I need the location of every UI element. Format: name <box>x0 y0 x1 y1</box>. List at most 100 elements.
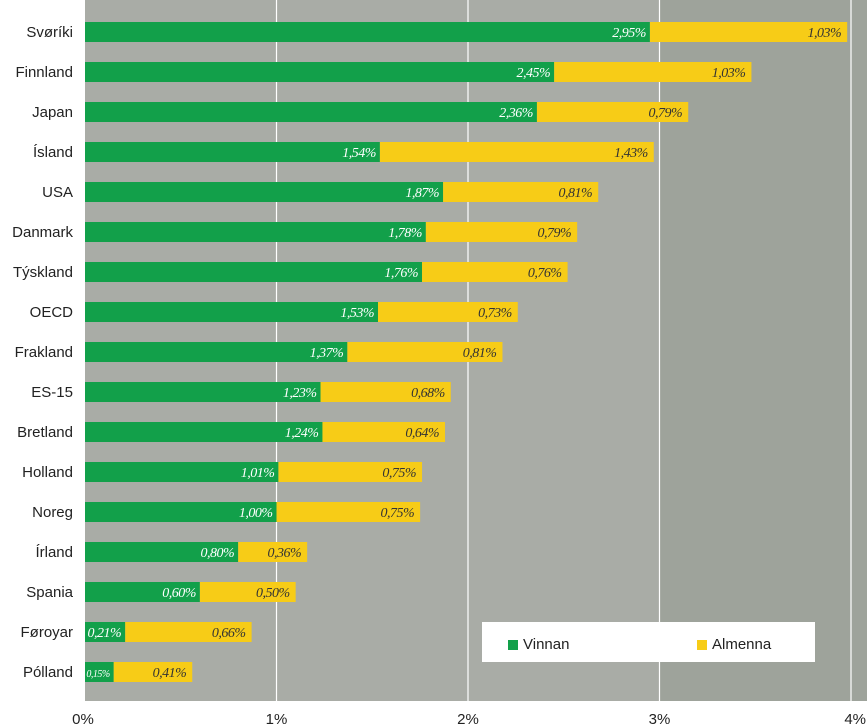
bar-almenna <box>276 502 421 522</box>
data-label-vinnan: 1,54% <box>342 146 376 161</box>
data-label-almenna: 0,66% <box>212 626 246 641</box>
category-label: Føroyar <box>21 624 74 641</box>
bar-vinnan <box>85 182 444 202</box>
data-label-vinnan: 1,23% <box>283 386 317 401</box>
gridlines <box>275 0 867 701</box>
bar-row: 1,87% 0,81% <box>85 182 599 202</box>
data-label-almenna: 0,41% <box>153 666 187 681</box>
data-label-almenna: 0,79% <box>649 106 683 121</box>
bar-almenna <box>536 102 689 122</box>
category-label: Holland <box>22 464 73 481</box>
data-label-almenna: 0,64% <box>405 426 439 441</box>
bar-almenna <box>649 22 848 42</box>
category-label: OECD <box>30 304 74 321</box>
bar-vinnan <box>85 222 426 242</box>
x-tick-label: 3% <box>649 711 671 727</box>
category-label: Noreg <box>32 504 73 521</box>
bar-almenna <box>443 182 599 202</box>
bar-row: 0,15% 0,41% <box>85 662 193 682</box>
data-label-almenna: 1,03% <box>712 66 746 81</box>
bar-vinnan <box>85 142 380 162</box>
bar-vinnan <box>85 622 126 642</box>
data-label-almenna: 1,43% <box>614 146 648 161</box>
legend: Vinnan Almenna <box>482 622 815 662</box>
data-label-vinnan: 0,60% <box>162 586 196 601</box>
bar-almenna <box>425 222 578 242</box>
data-label-almenna: 0,81% <box>463 346 497 361</box>
bar-vinnan <box>85 662 114 682</box>
bar-almenna <box>125 622 252 642</box>
bar-almenna <box>113 662 193 682</box>
bar-almenna <box>347 342 503 362</box>
data-label-vinnan: 1,00% <box>239 506 273 521</box>
bar-vinnan <box>85 502 277 522</box>
legend-swatch <box>508 640 518 650</box>
x-tick-label: 1% <box>266 711 288 727</box>
bar-almenna <box>422 262 568 282</box>
x-tick-label: 4% <box>844 711 866 727</box>
bar-vinnan <box>85 22 650 42</box>
bar-almenna <box>322 422 446 442</box>
legend-label: Almenna <box>712 636 772 653</box>
data-label-almenna: 0,81% <box>559 186 593 201</box>
bar-vinnan <box>85 262 423 282</box>
data-label-vinnan: 2,95% <box>612 26 646 41</box>
data-label-vinnan: 1,78% <box>388 226 422 241</box>
category-label: Svøríki <box>26 24 73 41</box>
bar-vinnan <box>85 302 378 322</box>
bar-almenna <box>379 142 654 162</box>
data-label-almenna: 0,68% <box>411 386 445 401</box>
bar-almenna <box>278 462 423 482</box>
bar-almenna <box>199 582 296 602</box>
bar-vinnan <box>85 102 537 122</box>
data-label-vinnan: 1,53% <box>340 306 374 321</box>
bar-almenna <box>320 382 451 402</box>
bar-vinnan <box>85 342 348 362</box>
data-label-almenna: 0,75% <box>380 506 414 521</box>
bar-almenna <box>554 62 752 82</box>
category-label: Týskland <box>13 264 73 281</box>
bar-row: 0,60% 0,50% <box>85 582 296 602</box>
x-tick-label: 0% <box>72 711 94 727</box>
bar-row: 1,24% 0,64% <box>85 422 446 442</box>
data-label-vinnan: 1,76% <box>384 266 418 281</box>
bar-row: 1,23% 0,68% <box>85 382 451 402</box>
data-label-almenna: 1,03% <box>807 26 841 41</box>
bar-vinnan <box>85 62 555 82</box>
bar-almenna <box>238 542 308 562</box>
category-label: Írland <box>35 544 73 561</box>
category-label: Spania <box>26 584 73 601</box>
data-label-almenna: 0,36% <box>267 546 301 561</box>
data-label-vinnan: 2,36% <box>499 106 533 121</box>
bar-vinnan <box>85 542 239 562</box>
data-label-almenna: 0,50% <box>256 586 290 601</box>
category-label: ES-15 <box>31 384 73 401</box>
category-label: Pólland <box>23 664 73 681</box>
data-label-vinnan: 1,37% <box>310 346 344 361</box>
data-label-vinnan: 0,80% <box>201 546 235 561</box>
bar-vinnan <box>85 582 200 602</box>
bar-row: 1,00% 0,75% <box>85 502 421 522</box>
legend-box <box>482 622 815 662</box>
category-label: Ísland <box>33 144 73 161</box>
category-label: Danmark <box>12 224 73 241</box>
bar-row: 1,37% 0,81% <box>85 342 503 362</box>
bar-row: 1,76% 0,76% <box>85 262 568 282</box>
bar-row: 0,80% 0,36% <box>85 542 308 562</box>
category-label: USA <box>42 184 73 201</box>
x-tick-label: 2% <box>457 711 479 727</box>
bar-row: 2,36% 0,79% <box>85 102 689 122</box>
data-label-almenna: 0,75% <box>382 466 416 481</box>
bar-row: 1,54% 1,43% <box>85 142 654 162</box>
data-label-vinnan: 2,45% <box>517 66 551 81</box>
data-label-almenna: 0,79% <box>537 226 571 241</box>
bar-row: 2,95% 1,03% <box>85 22 848 42</box>
data-label-vinnan: 1,24% <box>285 426 319 441</box>
category-label: Bretland <box>17 424 73 441</box>
data-label-vinnan: 0,15% <box>86 669 110 680</box>
bar-row: 2,45% 1,03% <box>85 62 752 82</box>
bar-vinnan <box>85 422 323 442</box>
legend-label: Vinnan <box>523 636 569 653</box>
bar-vinnan <box>85 382 321 402</box>
